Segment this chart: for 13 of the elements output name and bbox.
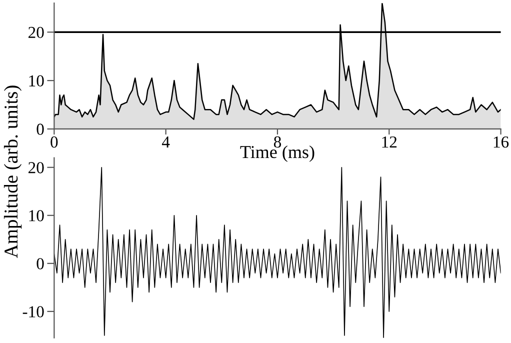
y-tick-label: 10 [29,210,44,222]
y-tick-label: 20 [28,26,44,38]
line-series [54,166,501,338]
x-tick-label: 16 [494,136,509,148]
x-tick-label: 4 [162,136,170,148]
x-tick-label: 0 [50,136,58,148]
y-tick-label: 0 [36,258,44,270]
y-tick-label: 20 [28,162,44,174]
y-tick-label: 10 [29,75,44,86]
x-tick-label: 12 [382,136,397,148]
y-axis-title: Amplitude (arb. units) [4,86,22,258]
y-tick-label: 0 [36,124,44,135]
y-tick-label: -10 [22,306,44,318]
